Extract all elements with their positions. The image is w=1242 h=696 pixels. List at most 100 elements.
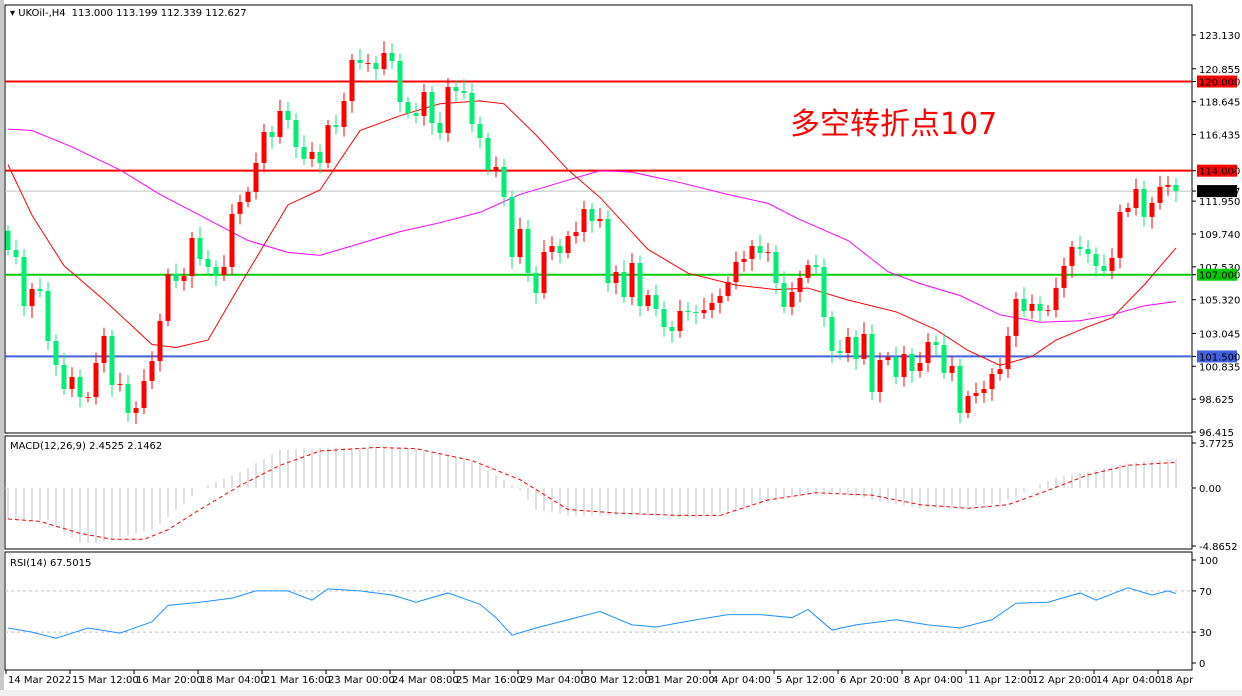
- candle-up: [1013, 298, 1019, 336]
- current-price-label: 112.627: [1199, 187, 1240, 198]
- candle-down: [373, 62, 379, 70]
- candle-up: [381, 52, 387, 70]
- candle-down: [13, 250, 19, 258]
- candle-down: [781, 283, 787, 307]
- bottom-tab-strip[interactable]: [0, 690, 1242, 696]
- candle-down: [405, 102, 411, 114]
- candle-up: [885, 357, 891, 361]
- candle-down: [509, 196, 515, 258]
- time-tick-label: 31 Mar 20:00: [648, 675, 715, 686]
- collapse-triangle-icon: ▾: [10, 8, 18, 19]
- candle-up: [517, 228, 523, 258]
- candle-down: [693, 312, 699, 314]
- time-tick-label: 15 Mar 12:00: [72, 675, 139, 686]
- candle-up: [1029, 303, 1035, 311]
- candle-up: [701, 310, 707, 314]
- candle-down: [285, 110, 291, 121]
- price-tick-label: 111.950: [1199, 197, 1240, 208]
- time-tick-label: 4 Apr 04:00: [712, 675, 771, 686]
- macd-pane: [5, 446, 1192, 543]
- candle-up: [1109, 257, 1115, 271]
- time-tick-label: 14 Mar 2022: [8, 675, 71, 686]
- candle-up: [789, 291, 795, 307]
- level-label: 107.000: [1199, 271, 1240, 282]
- candle-up: [541, 251, 547, 293]
- level-label: 114.000: [1199, 167, 1240, 178]
- macd-title: MACD(12,26,9) 2.4525 2.1462: [10, 441, 162, 452]
- time-tick-label: 30 Mar 12:00: [584, 675, 651, 686]
- candle-up: [245, 191, 251, 203]
- price-tick-label: 105.320: [1199, 296, 1240, 307]
- candle-up: [965, 395, 971, 413]
- candle-up: [1117, 211, 1123, 258]
- candle-down: [461, 91, 467, 93]
- candle-up: [85, 397, 91, 399]
- candle-down: [557, 246, 563, 254]
- candle-up: [253, 162, 259, 192]
- candle-up: [221, 266, 227, 275]
- price-tick-label: 96.415: [1199, 428, 1234, 439]
- candle-down: [1173, 184, 1179, 192]
- time-tick-label: 12 Apr 20:00: [1032, 675, 1097, 686]
- level-label-bg: [1197, 350, 1237, 363]
- candle-down: [429, 92, 435, 123]
- time-tick-label: 5 Apr 12:00: [776, 675, 835, 686]
- candle-down: [269, 132, 275, 137]
- price-tick-label: 116.435: [1199, 130, 1240, 141]
- candle-up: [277, 110, 283, 137]
- candle-up: [645, 295, 651, 307]
- candle-down: [197, 237, 203, 259]
- candle-down: [213, 266, 219, 275]
- candle-up: [237, 202, 243, 214]
- candle-up: [1061, 265, 1067, 288]
- candle-down: [589, 209, 595, 222]
- candle-up: [349, 59, 355, 101]
- level-label-bg: [1197, 268, 1237, 281]
- level-label-bg: [1197, 75, 1237, 88]
- price-axis[interactable]: 123.130 120.855 118.645 116.435 111.950 109.7…: [1192, 0, 1242, 690]
- candle-down: [453, 87, 459, 92]
- candle-up: [805, 265, 811, 278]
- candle-up: [309, 151, 315, 159]
- candle-down: [669, 327, 675, 332]
- candle-down: [893, 357, 899, 377]
- candle-up: [629, 262, 635, 297]
- candle-up: [845, 336, 851, 354]
- candle-up: [797, 277, 803, 292]
- candle-up: [861, 333, 867, 359]
- axis-background: [1193, 0, 1242, 690]
- level-label-bg: [1197, 164, 1237, 177]
- candle-up: [421, 92, 427, 116]
- candle-down: [821, 266, 827, 318]
- candle-up: [877, 360, 883, 392]
- symbol-label: UKOil-,H4: [18, 8, 65, 19]
- candle-down: [389, 52, 395, 62]
- candle-down: [5, 230, 11, 251]
- candle-up: [149, 361, 155, 381]
- candle-up: [749, 246, 755, 259]
- candle-up: [181, 276, 187, 281]
- ohlc-values: 113.000 113.199 112.339 112.627: [72, 8, 247, 19]
- candle-up: [949, 365, 955, 373]
- time-tick-label: 18 Mar 04:00: [200, 675, 267, 686]
- candle-up: [1045, 310, 1051, 312]
- candle-up: [565, 236, 571, 254]
- candle-down: [621, 272, 627, 297]
- candle-down: [957, 365, 963, 413]
- candle-up: [997, 369, 1003, 374]
- candle-down: [125, 383, 131, 413]
- candle-up: [1133, 188, 1139, 208]
- candle-up: [1053, 287, 1059, 311]
- candle-down: [21, 257, 27, 307]
- price-tick-label: 118.645: [1199, 98, 1240, 109]
- candle-down: [773, 251, 779, 284]
- candle-down: [837, 350, 843, 354]
- candle-up: [117, 383, 123, 385]
- candle-down: [317, 151, 323, 163]
- candle-down: [301, 147, 307, 159]
- time-tick-label: 23 Mar 00:00: [328, 675, 395, 686]
- candle-down: [205, 258, 211, 267]
- candle-down: [477, 124, 483, 138]
- candle-up: [973, 392, 979, 396]
